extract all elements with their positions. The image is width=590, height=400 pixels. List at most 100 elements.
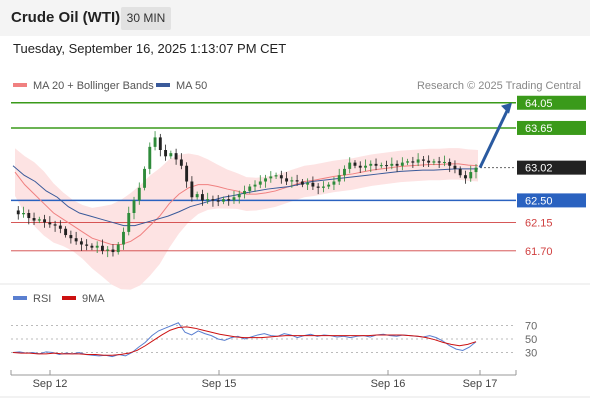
candle-body (332, 181, 336, 185)
candle-body (195, 194, 199, 198)
credit-text: Research © 2025 Trading Central (416, 80, 581, 92)
ma50-label: MA 50 (176, 80, 208, 92)
level-label: 63.65 (525, 123, 553, 135)
candle-body (379, 165, 383, 167)
level-lines (11, 102, 516, 252)
datetime-label: Tuesday, September 16, 2025 1:13:07 PM C… (13, 41, 287, 56)
projection-arrowhead (501, 102, 512, 114)
candle-body (453, 165, 457, 169)
level-label: 63.02 (525, 163, 553, 175)
candle-body (122, 231, 125, 245)
candle-body (411, 161, 415, 163)
candle-body (206, 199, 210, 201)
candle-body (469, 172, 473, 179)
candle-body (306, 182, 310, 185)
legend-ma50: MA 50 (156, 80, 207, 92)
candle-body (427, 160, 431, 163)
candle-body (106, 249, 110, 251)
candle-body (148, 146, 152, 169)
candle-body (311, 182, 315, 187)
level-label-bg (517, 120, 586, 135)
candle-body (432, 161, 436, 163)
instrument-title: Crude Oil (WTI) (11, 9, 121, 26)
candle-body (364, 165, 367, 168)
candle-body (185, 165, 189, 182)
candle-body (211, 199, 215, 201)
ma20-line (14, 163, 479, 245)
timeframe-badge[interactable]: 30 MIN (121, 7, 171, 30)
candle-body (400, 162, 404, 166)
candle-body (74, 238, 78, 242)
candle-body (179, 159, 183, 166)
candle-body (27, 213, 31, 219)
candle-body (48, 222, 52, 225)
candle-body (358, 165, 362, 168)
candle-body (216, 200, 220, 202)
rsi-ma-label: 9MA (82, 293, 105, 305)
rsi-tick-label: 50 (525, 334, 537, 346)
candle-body (232, 197, 236, 201)
x-tick-label: Sep 17 (463, 378, 498, 390)
candle-body (143, 168, 146, 188)
candle-body (321, 186, 325, 188)
candle-body (258, 181, 262, 185)
level-label: 62.15 (525, 217, 553, 229)
candle-body (95, 245, 99, 248)
rsi-tick-label: 70 (525, 321, 537, 333)
candle-body (190, 181, 194, 198)
candle-body (53, 224, 57, 226)
candle-body (348, 162, 352, 169)
candle-body (385, 165, 389, 167)
candle-body (285, 178, 289, 182)
candle-body (132, 200, 136, 213)
candle-body (243, 190, 246, 195)
candle-body (37, 219, 41, 221)
candle-body (290, 180, 294, 182)
candle-body (111, 249, 115, 253)
rsi-tick-label: 30 (525, 348, 537, 360)
ma20-swatch (13, 83, 27, 88)
candle-body (127, 213, 131, 232)
x-tick-label: Sep 16 (371, 378, 406, 390)
candle-body (116, 244, 120, 253)
candle-body (395, 163, 399, 166)
candle-body (169, 153, 173, 157)
candle-body (164, 150, 168, 157)
candle-body (274, 175, 278, 177)
candle-body (16, 210, 20, 215)
candle-body (458, 168, 462, 176)
candle-body (264, 178, 267, 182)
bollinger-band (15, 148, 478, 290)
candle-body (390, 163, 394, 166)
candle-body (295, 180, 299, 182)
ma50-swatch (156, 83, 170, 88)
rsi-line (12, 322, 477, 358)
candle-body (337, 175, 341, 182)
candle-body (316, 186, 320, 188)
candle-body (200, 194, 204, 201)
candle-body (374, 163, 378, 166)
candle-body (222, 199, 225, 202)
candle-body (22, 213, 25, 215)
candle-body (69, 235, 73, 239)
candle-body (100, 245, 104, 251)
candle-body (279, 175, 283, 179)
candle-body (369, 163, 373, 166)
x-axis: Sep 12 Sep 15 Sep 16 Sep 17 (10, 370, 517, 390)
level-label: 64.05 (525, 98, 553, 110)
candle-body (406, 161, 410, 163)
level-label: 62.50 (525, 195, 553, 207)
candle-body (448, 161, 452, 166)
rsi-ma-swatch (62, 296, 76, 301)
candle-body (353, 162, 357, 166)
candle-body (421, 159, 425, 161)
candle-body (174, 153, 178, 160)
level-labels: 64.05 63.65 63.02 62.50 62.15 61.70 (517, 95, 586, 258)
candle-body (64, 228, 68, 236)
candle-body (253, 184, 257, 187)
rsi-label: RSI (33, 293, 52, 305)
candle-body (343, 168, 346, 176)
candle-body (227, 199, 231, 201)
